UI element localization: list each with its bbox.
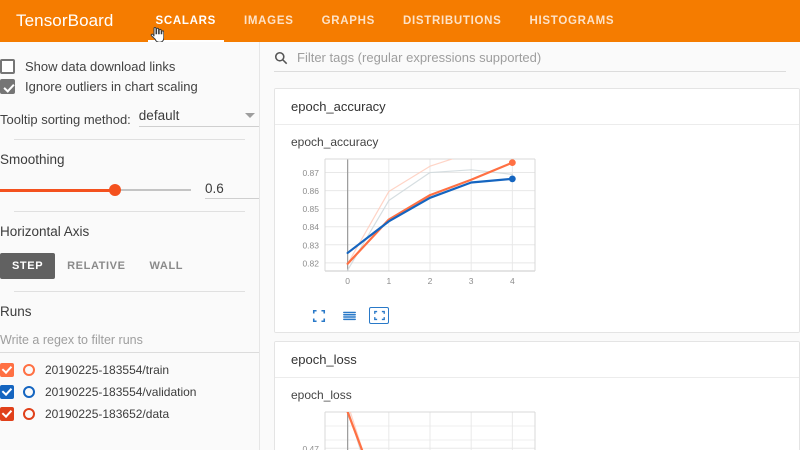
svg-text:3: 3 (469, 276, 474, 286)
smoothing-slider-fill (0, 189, 115, 192)
run-validation-checkbox-icon[interactable] (0, 385, 14, 399)
checkbox-show-data-download-links[interactable]: Show data download links (0, 59, 259, 74)
smoothing-slider-knob[interactable] (108, 184, 121, 196)
svg-text:0.86: 0.86 (302, 186, 319, 196)
search-icon (274, 51, 288, 64)
runs-title: Runs (0, 304, 32, 319)
tab-histograms-label: HISTOGRAMS (529, 15, 615, 27)
tag-filter-bar: Filter tags (regular expressions support… (260, 42, 800, 80)
smoothing-title: Smoothing (0, 152, 65, 167)
svg-text:0: 0 (345, 276, 350, 286)
run-validation-label: 20190225-183554/validation (45, 385, 197, 399)
show-download-links-label: Show data download links (25, 59, 176, 74)
fit-domain-icon[interactable] (369, 307, 389, 324)
tab-distributions-label: DISTRIBUTIONS (402, 15, 502, 27)
tag-filter-placeholder: Filter tags (regular expressions support… (297, 50, 542, 65)
run-validation-color-circle-icon (23, 386, 35, 398)
svg-text:0.83: 0.83 (302, 240, 319, 250)
run-data-checkbox-icon[interactable] (0, 407, 14, 421)
smoothing-row: 0.6 (0, 181, 259, 199)
data-series-toggle-icon[interactable] (339, 307, 359, 324)
card-epoch-loss: epoch_loss epoch_loss 0.470.45 (274, 341, 800, 450)
svg-text:2: 2 (428, 276, 433, 286)
chart-epoch-loss-title: epoch_loss (291, 388, 352, 402)
svg-text:4: 4 (510, 276, 515, 286)
tag-filter-wrapper[interactable]: Filter tags (regular expressions support… (274, 50, 786, 72)
show-download-links-checkbox-icon[interactable] (0, 59, 15, 74)
settings-sidebar: Show data download links Ignore outliers… (0, 42, 260, 450)
card-epoch-accuracy-group-title[interactable]: epoch_accuracy (275, 89, 799, 125)
chart-epoch-accuracy-title: epoch_accuracy (291, 135, 379, 149)
svg-text:0.87: 0.87 (302, 168, 319, 178)
svg-text:0.47: 0.47 (302, 444, 319, 450)
run-data-label: 20190225-183652/data (45, 407, 170, 421)
tab-images[interactable]: IMAGES (230, 0, 308, 42)
runs-filter-input[interactable]: Write a regex to filter runs (0, 333, 259, 353)
main-body: Show data download links Ignore outliers… (0, 42, 800, 450)
run-train-label: 20190225-183554/train (45, 363, 170, 377)
horizontal-axis-title: Horizontal Axis (0, 224, 90, 239)
tab-histograms[interactable]: HISTOGRAMS (516, 0, 629, 42)
card-epoch-accuracy: epoch_accuracy epoch_accuracy 0.82 0.83 0.… (274, 88, 800, 333)
tab-scalars[interactable]: SCALARS (142, 0, 231, 42)
dashboard-main-panel: Filter tags (regular expressions support… (260, 42, 800, 450)
expand-chart-icon[interactable] (309, 307, 329, 324)
run-train-checkbox-icon[interactable] (0, 363, 14, 377)
horizontal-axis-section: Horizontal Axis STEP RELATIVE WALL (0, 212, 259, 291)
run-item-train[interactable]: 20190225-183554/train (0, 359, 259, 381)
app-brand-title: TensorBoard (16, 11, 114, 30)
tab-images-label: IMAGES (244, 15, 294, 27)
runs-section: Runs Write a regex to filter runs 201902… (0, 292, 259, 437)
nav-tabs: SCALARS IMAGES GRAPHS DISTRIBUTIONS HIST… (142, 0, 629, 42)
tab-graphs[interactable]: GRAPHS (308, 0, 389, 42)
sidebar-divider-3 (14, 291, 245, 292)
ignore-outliers-checkbox-icon[interactable] (0, 79, 15, 94)
card-epoch-loss-group-title[interactable]: epoch_loss (275, 342, 799, 378)
tooltip-sorting-select[interactable]: default (138, 108, 259, 127)
sidebar-divider-2 (14, 211, 245, 212)
svg-text:0.82: 0.82 (302, 258, 319, 268)
run-data-color-circle-icon (23, 408, 35, 420)
ignore-outliers-label: Ignore outliers in chart scaling (25, 79, 198, 94)
tab-scalars-label: SCALARS (155, 15, 216, 27)
svg-text:1: 1 (386, 276, 391, 286)
top-navigation-bar: TensorBoard SCALARS IMAGES GRAPHS DISTRI… (0, 0, 800, 42)
svg-text:0.84: 0.84 (302, 222, 319, 232)
sidebar-divider-1 (14, 139, 245, 140)
chart-epoch-loss-plot[interactable]: 0.470.45 (291, 406, 541, 450)
tooltip-sorting-row: Tooltip sorting method: default (0, 108, 259, 127)
tooltip-sorting-value: default (138, 108, 180, 123)
tooltip-sorting-label: Tooltip sorting method: (0, 112, 131, 127)
smoothing-section: Smoothing 0.6 (0, 140, 259, 211)
chart-epoch-accuracy: epoch_accuracy 0.82 0.83 0.84 0.85 0.86 0.87 0… (275, 125, 799, 332)
display-options-section: Show data download links Ignore outliers… (0, 42, 259, 139)
run-item-validation[interactable]: 20190225-183554/validation (0, 381, 259, 403)
tab-graphs-label: GRAPHS (321, 15, 375, 27)
tab-distributions[interactable]: DISTRIBUTIONS (389, 0, 516, 42)
run-train-color-circle-icon (23, 364, 35, 376)
checkbox-ignore-outliers[interactable]: Ignore outliers in chart scaling (0, 79, 259, 94)
chart-epoch-loss: epoch_loss 0.470.45 (275, 378, 799, 450)
smoothing-slider[interactable] (0, 183, 191, 197)
chevron-down-icon[interactable] (245, 113, 255, 118)
run-item-data[interactable]: 20190225-183652/data (0, 403, 259, 425)
svg-text:0.85: 0.85 (302, 204, 319, 214)
horizontal-axis-buttons: STEP RELATIVE WALL (0, 253, 259, 279)
axis-option-relative[interactable]: RELATIVE (67, 260, 126, 272)
axis-option-wall[interactable]: WALL (149, 260, 184, 272)
chart-epoch-accuracy-plot[interactable]: 0.82 0.83 0.84 0.85 0.86 0.87 0 1 2 3 4 (291, 153, 541, 298)
chart-epoch-accuracy-controls (291, 303, 799, 332)
smoothing-value-input[interactable]: 0.6 (205, 181, 259, 199)
axis-option-step[interactable]: STEP (0, 253, 56, 279)
